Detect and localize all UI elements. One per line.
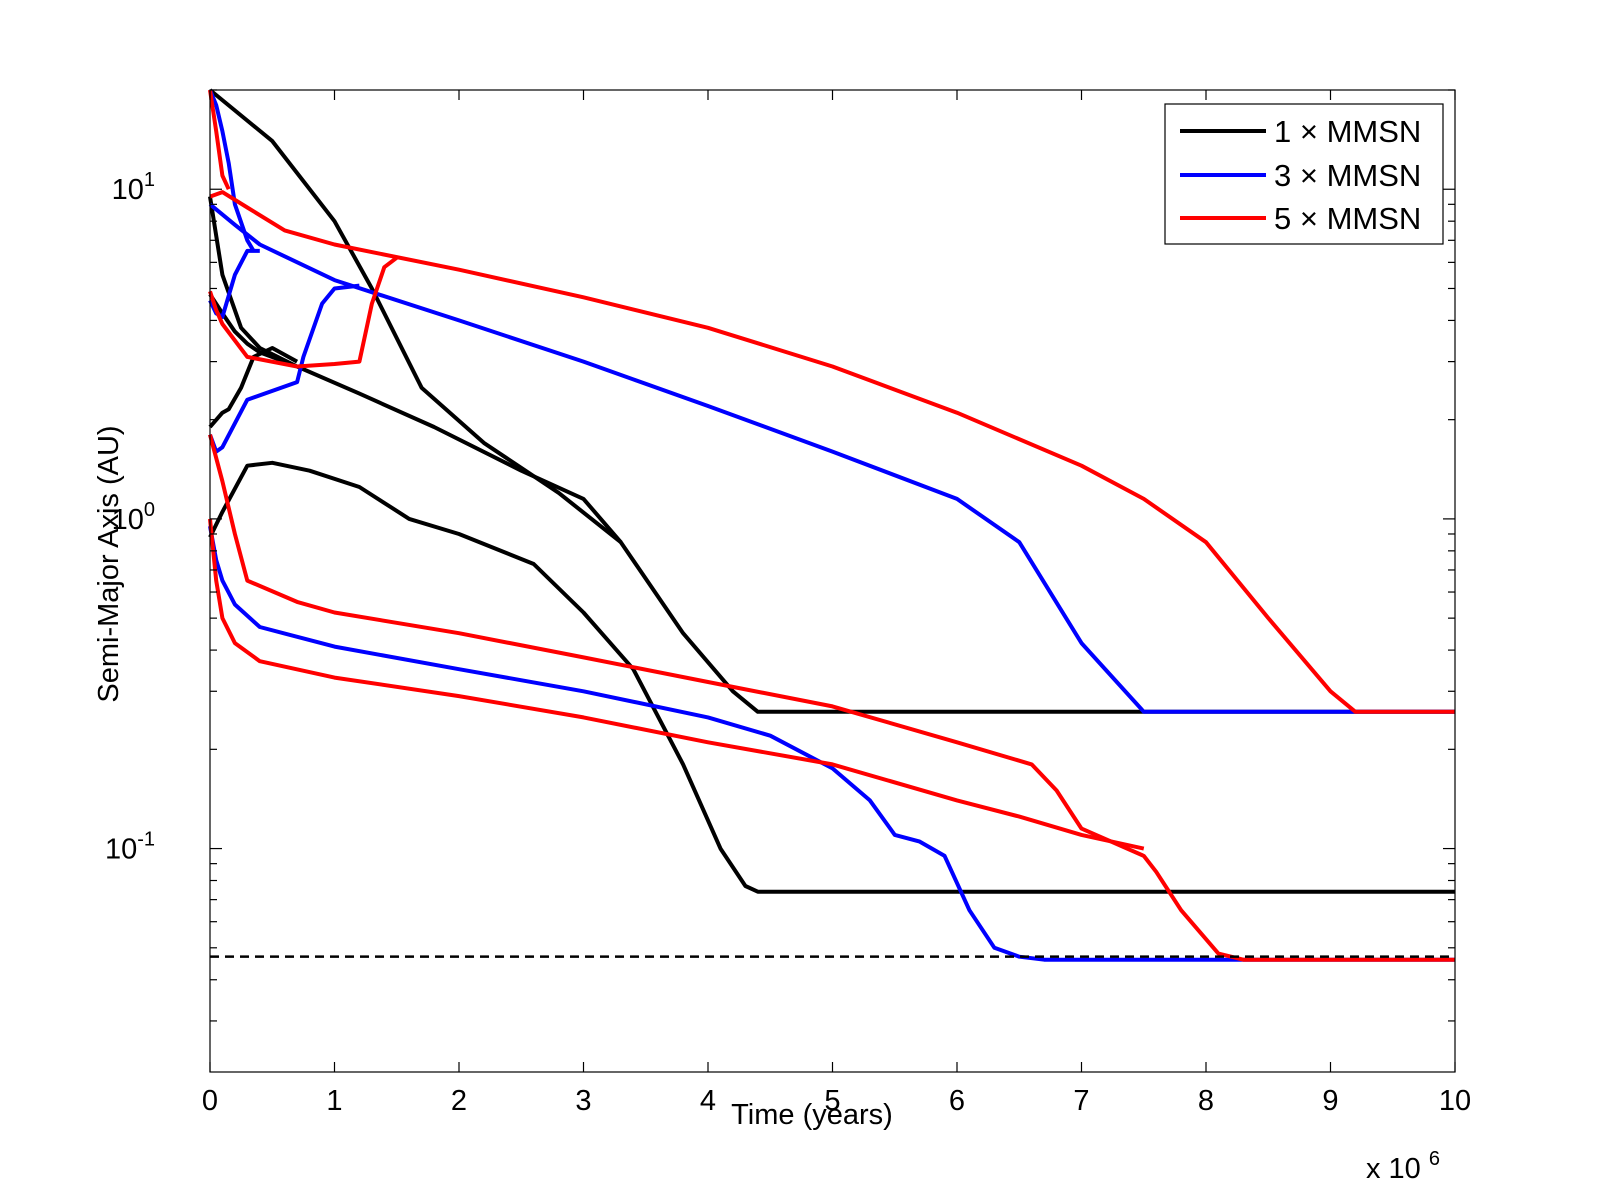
x-tick-label: 6 <box>949 1085 965 1117</box>
series-line-1x-4 <box>208 460 1455 894</box>
series-line-3x-9 <box>208 525 1455 962</box>
x-tick-label: 9 <box>1322 1085 1338 1117</box>
series-line-1x-3 <box>208 346 299 429</box>
x-tick-label: 3 <box>575 1085 591 1117</box>
x-tick-label: 1 <box>326 1085 342 1117</box>
legend: 1 × MMSN 3 × MMSN 5 × MMSN <box>1164 103 1444 245</box>
series-line-1x-1 <box>208 196 623 544</box>
series-line-5x-13 <box>208 434 1455 962</box>
x-axis-title: Time (years) <box>731 1099 893 1131</box>
y-tick-label: 10-1 <box>105 829 155 866</box>
series-line-5x-10 <box>208 89 231 191</box>
axes-layer: 0 1 2 3 4 5 6 7 8 9 10 10-1 100 101 <box>105 89 1471 1117</box>
x-tick-label: 10 <box>1439 1085 1471 1117</box>
x-tick-label: 5 <box>824 1085 840 1117</box>
y-tick-label: 100 <box>112 499 155 536</box>
series-line-3x-5 <box>208 89 256 252</box>
x-multiplier-exp: 6 <box>1429 1148 1440 1170</box>
x-multiplier-base: x 10 <box>1366 1153 1421 1185</box>
plot-layer <box>208 88 1455 962</box>
series-line-3x-6 <box>208 202 1455 714</box>
x-tick-label: 2 <box>451 1085 467 1117</box>
legend-label-5x: 5 × MMSN <box>1274 201 1421 236</box>
series-line-3x-8 <box>208 283 360 454</box>
series-line-1x-0 <box>208 88 1455 714</box>
x-tick-label: 8 <box>1198 1085 1214 1117</box>
series-line-5x-14 <box>208 518 1145 851</box>
x-tick-label: 4 <box>700 1085 716 1117</box>
y-tick-label: 101 <box>112 169 155 206</box>
y-axis-title: Semi-Major Axis (AU) <box>93 425 125 702</box>
series-line-5x-12 <box>208 256 399 369</box>
series-line-5x-11 <box>209 190 1455 714</box>
x-tick-label: 7 <box>1073 1085 1089 1117</box>
x-multiplier-label: x 10 6 <box>1366 1148 1440 1185</box>
x-tick-label: 0 <box>202 1085 218 1117</box>
legend-label-3x: 3 × MMSN <box>1274 158 1421 193</box>
legend-label-1x: 1 × MMSN <box>1274 114 1421 149</box>
